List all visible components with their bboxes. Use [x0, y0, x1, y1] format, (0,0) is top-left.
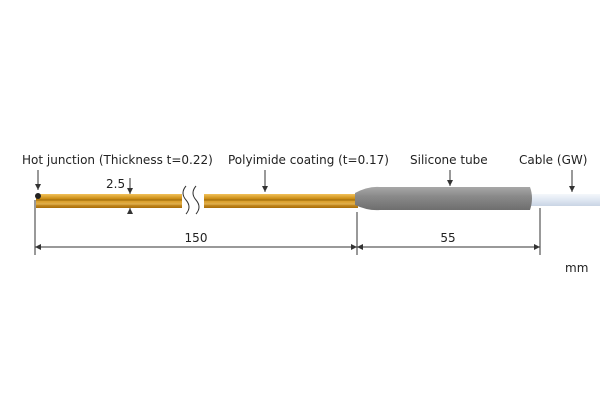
label: Cable (GW): [519, 153, 587, 167]
break-mark: [182, 185, 200, 215]
probe: [35, 185, 600, 215]
label: Hot junction (Thickness t=0.22): [22, 153, 213, 167]
label: Polyimide coating (t=0.17): [228, 153, 389, 167]
junction-dot: [35, 193, 41, 199]
silicone-tube: [355, 186, 532, 211]
dimension-label: 55: [440, 231, 455, 245]
label: Silicone tube: [410, 153, 488, 167]
dimension-label: 2.5: [106, 177, 125, 191]
cable: [530, 194, 600, 206]
unit-label: mm: [565, 261, 588, 275]
dimension-label: 150: [185, 231, 208, 245]
